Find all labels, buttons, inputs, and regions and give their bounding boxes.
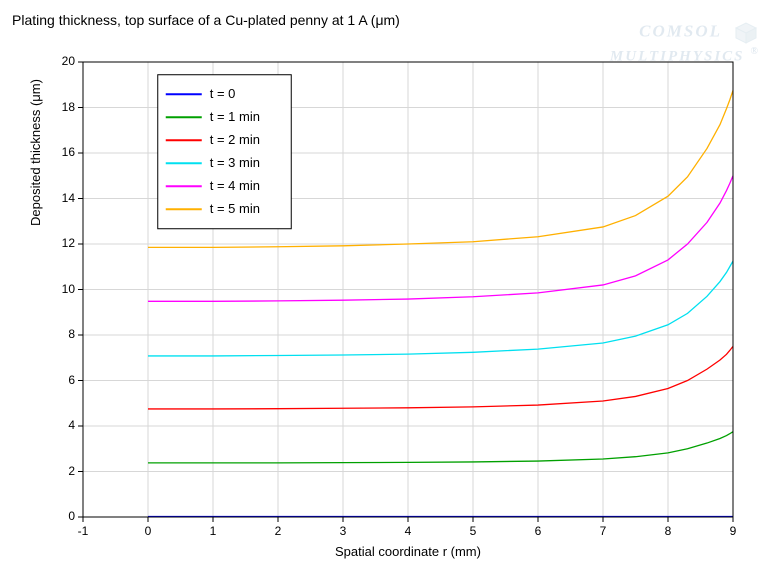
y-tick-label: 10	[62, 282, 75, 296]
y-tick-label: 2	[68, 464, 75, 478]
y-tick-label: 6	[68, 373, 75, 387]
x-tick-label: 8	[658, 524, 678, 538]
legend-label: t = 1 min	[210, 109, 260, 124]
line-chart: t = 0 t = 1 min t = 2 min t = 3 min t = 4 mi…	[0, 0, 770, 577]
x-tick-label: 6	[528, 524, 548, 538]
y-tick-label: 8	[68, 327, 75, 341]
x-tick-label: 1	[203, 524, 223, 538]
y-tick-label: 16	[62, 145, 75, 159]
y-tick-label: 20	[62, 54, 75, 68]
legend-label: t = 0	[210, 86, 236, 101]
y-tick-label: 18	[62, 100, 75, 114]
y-tick-label: 12	[62, 236, 75, 250]
x-tick-label: 2	[268, 524, 288, 538]
legend-label: t = 3 min	[210, 155, 260, 170]
y-axis-label: Deposited thickness (μm)	[28, 0, 43, 380]
y-tick-label: 4	[68, 418, 75, 432]
x-tick-label: 5	[463, 524, 483, 538]
x-tick-label: 4	[398, 524, 418, 538]
x-tick-label: 9	[723, 524, 743, 538]
x-tick-label: 0	[138, 524, 158, 538]
x-tick-label: -1	[73, 524, 93, 538]
y-tick-label: 0	[68, 509, 75, 523]
legend-label: t = 4 min	[210, 178, 260, 193]
legend-label: t = 5 min	[210, 201, 260, 216]
legend-label: t = 2 min	[210, 132, 260, 147]
x-axis-label: Spatial coordinate r (mm)	[83, 544, 733, 559]
x-tick-label: 7	[593, 524, 613, 538]
y-tick-label: 14	[62, 191, 75, 205]
x-tick-label: 3	[333, 524, 353, 538]
